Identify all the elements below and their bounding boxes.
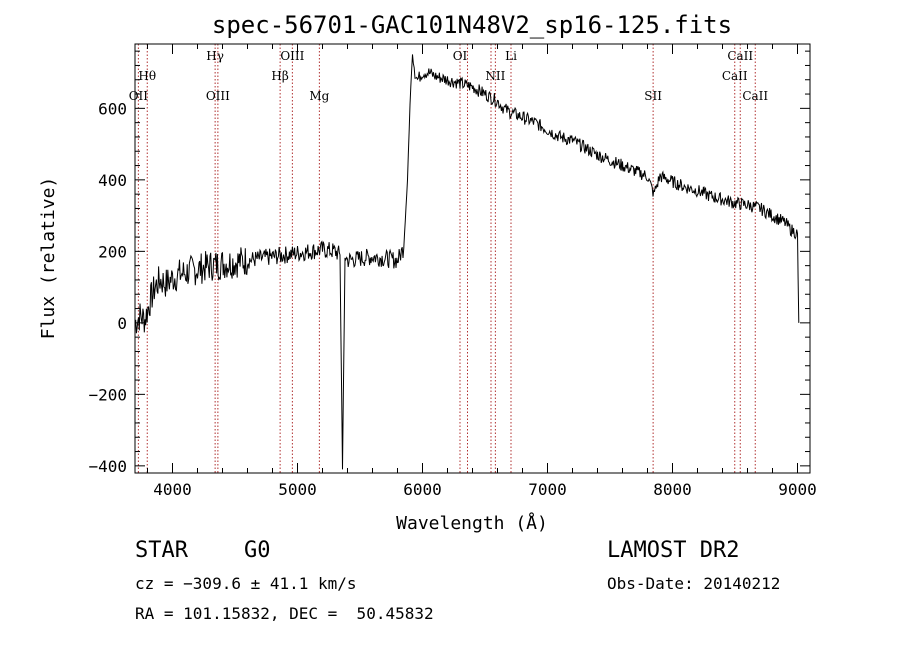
x-tick-label-1: 5000 [278, 480, 317, 499]
y-tick-label-3: 200 [98, 242, 127, 261]
x-tick-label-5: 9000 [778, 480, 817, 499]
marker-label-4: OIII [280, 49, 304, 63]
x-tick-label-0: 4000 [153, 480, 192, 499]
survey-name: LAMOST DR2 [607, 538, 740, 563]
object-subclass: G0 [244, 538, 271, 563]
marker-label-5: Hβ [271, 69, 288, 83]
y-tick-label-2: 0 [117, 314, 127, 333]
observation-date: Obs-Date: 20140212 [607, 574, 781, 593]
marker-label-9: Li [505, 49, 517, 63]
x-tick-label-4: 8000 [653, 480, 692, 499]
x-axis-label: Wavelength (Å) [396, 512, 548, 534]
marker-label-8: NII [485, 69, 505, 83]
spectrum-series [134, 54, 800, 470]
marker-label-3: OIII [206, 89, 230, 103]
redshift-velocity: cz = −309.6 ± 41.1 km/s [135, 574, 357, 593]
x-tick-label-3: 7000 [528, 480, 567, 499]
marker-label-12: CaII [722, 69, 748, 83]
marker-label-2: Hγ [206, 49, 224, 63]
marker-label-13: CaII [742, 89, 768, 103]
y-tick-label-5: 600 [98, 99, 127, 118]
chart-title: spec-56701-GAC101N48V2_sp16-125.fits [212, 11, 732, 39]
x-tick-label-2: 6000 [403, 480, 442, 499]
marker-label-10: SII [644, 89, 662, 103]
object-class: STAR [135, 538, 188, 563]
y-tick-label-4: 400 [98, 171, 127, 190]
marker-label-11: CaII [727, 49, 753, 63]
coordinates: RA = 101.15832, DEC = 50.45832 [135, 604, 434, 623]
y-tick-label-0: −400 [88, 457, 127, 476]
marker-label-7: OI [453, 49, 468, 63]
marker-label-0: Hθ [138, 69, 156, 83]
plot-axes: 4000 5000 6000 7000 8000 9000 −400 −200 0 200 400 6… [88, 43, 817, 499]
marker-label-6: Mg [309, 89, 329, 103]
spectrum-line [134, 54, 800, 470]
y-tick-label-1: −200 [88, 385, 127, 404]
marker-label-1: OII [129, 89, 149, 103]
y-axis-label: Flux (relative) [38, 177, 59, 340]
plot-frame [134, 43, 811, 474]
